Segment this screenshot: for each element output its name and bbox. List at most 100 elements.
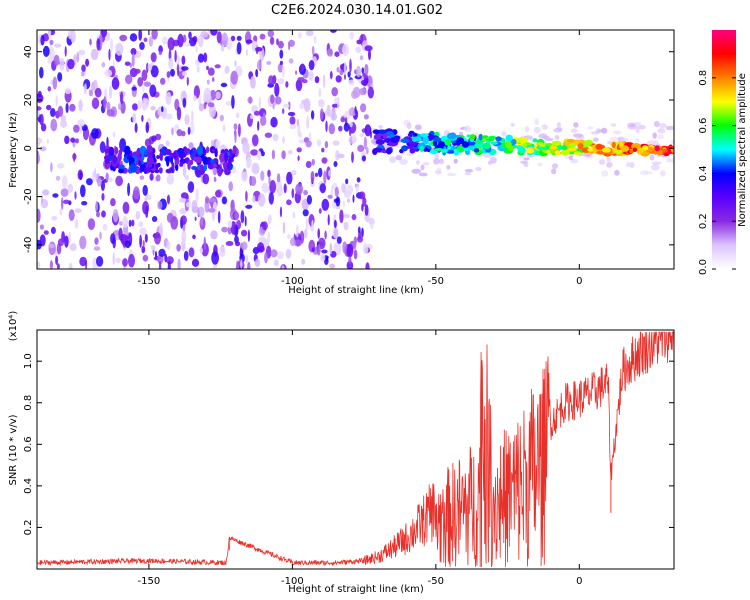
noise-blob <box>327 194 333 199</box>
noise-blob <box>325 256 329 262</box>
x-tick-label: -100 <box>281 276 304 287</box>
noise-blob <box>197 206 205 218</box>
low-band-blob <box>177 148 185 154</box>
noise-blob <box>316 244 321 256</box>
noise-blob <box>112 131 116 138</box>
noise-blob <box>221 226 229 233</box>
noise-blob <box>279 206 283 218</box>
noise-blob <box>99 34 103 48</box>
noise-blob <box>138 30 143 41</box>
noise-blob <box>279 60 283 66</box>
noise-blob <box>245 204 253 209</box>
high-band-blob <box>548 145 558 150</box>
spectrogram-frame <box>36 29 675 270</box>
noise-blob <box>246 156 252 168</box>
noise-blob <box>189 121 195 135</box>
noise-blob <box>106 109 115 117</box>
noise-blob <box>215 139 221 149</box>
noise-blob <box>314 172 319 177</box>
noise-blob <box>328 169 332 177</box>
noise-blob <box>50 108 56 117</box>
noise-blob <box>166 256 174 265</box>
noise-blob <box>259 33 266 40</box>
noise-blob <box>245 39 253 44</box>
noise-blob <box>139 234 143 248</box>
noise-blob <box>83 83 87 95</box>
halo-blob <box>629 162 635 169</box>
noise-blob <box>287 111 296 117</box>
noise-blob <box>360 103 367 113</box>
noise-blob <box>166 194 171 205</box>
colorbar-tick-label: 0.4 <box>698 165 709 181</box>
noise-blob <box>166 212 174 223</box>
noise-blob <box>289 124 297 130</box>
noise-blob <box>210 230 218 240</box>
high-band-blob <box>546 149 551 154</box>
high-band-blob <box>621 145 630 152</box>
noise-blob <box>50 226 56 234</box>
noise-blob <box>230 35 236 42</box>
noise-blob <box>93 246 101 251</box>
halo-blob <box>475 167 482 171</box>
noise-blob <box>141 114 144 122</box>
noise-blob <box>176 129 183 137</box>
noise-blob <box>132 112 137 124</box>
noise-blob <box>314 76 320 84</box>
low-band-blob <box>128 157 135 164</box>
noise-blob <box>143 37 148 42</box>
noise-blob <box>325 120 328 132</box>
high-band-blob <box>561 145 568 151</box>
noise-blob <box>43 230 49 235</box>
halo-blob <box>464 169 474 173</box>
noise-blob <box>303 228 308 239</box>
noise-blob <box>358 191 366 200</box>
low-band-blob <box>195 156 202 163</box>
noise-blob <box>115 175 123 187</box>
noise-blob <box>216 31 222 44</box>
noise-blob <box>327 214 330 226</box>
noise-blob <box>245 254 249 264</box>
noise-blob <box>42 189 50 196</box>
noise-blob <box>256 60 262 71</box>
noise-blob <box>332 140 340 146</box>
halo-blob <box>582 153 592 157</box>
noise-blob <box>367 86 374 99</box>
noise-blob <box>115 42 124 56</box>
halo-blob <box>570 128 578 133</box>
colorbar-ticks: 0.0 0.2 0.4 0.6 0.8 <box>698 70 736 275</box>
halo-blob <box>597 129 604 133</box>
noise-blob <box>68 209 75 221</box>
noise-blob <box>91 97 100 110</box>
low-band-blob <box>118 149 123 156</box>
noise-blob <box>295 183 303 195</box>
noise-blob <box>237 123 241 137</box>
noise-blob <box>54 43 62 48</box>
noise-blob <box>171 127 174 136</box>
noise-blob <box>360 79 368 86</box>
noise-blob <box>359 55 364 61</box>
noise-blob <box>339 69 344 76</box>
noise-blob <box>285 248 292 259</box>
high-band-blob <box>615 149 622 154</box>
figure-title: C2E6.2024.030.14.01.G02 <box>271 3 443 18</box>
noise-blob <box>343 62 347 76</box>
high-band-blob <box>433 137 442 142</box>
noise-blob <box>131 219 135 227</box>
noise-blob <box>37 208 41 223</box>
noise-blob <box>37 261 41 269</box>
high-band-blob <box>637 147 644 154</box>
low-band-blob <box>171 162 175 170</box>
noise-blob <box>333 219 337 229</box>
low-band-blob <box>228 164 233 171</box>
noise-blob <box>200 216 204 227</box>
halo-blob <box>666 156 671 163</box>
noise-blob <box>343 122 350 132</box>
noise-blob <box>260 115 267 127</box>
high-band-blob <box>521 143 528 147</box>
noise-blob <box>269 180 277 194</box>
noise-blob <box>97 177 102 187</box>
noise-blob <box>356 177 361 183</box>
noise-blob <box>362 242 369 255</box>
noise-blob <box>197 65 200 73</box>
